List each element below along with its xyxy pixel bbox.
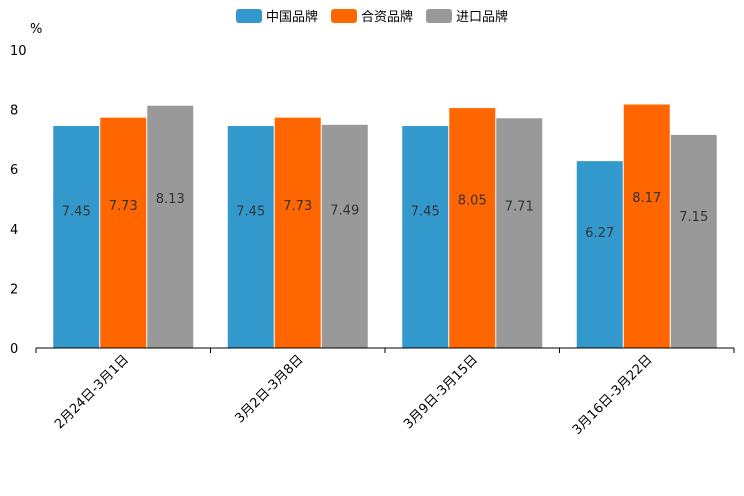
bar-1-3 — [402, 125, 449, 349]
bar-3-1 — [147, 105, 194, 348]
legend-swatch-1 — [236, 9, 262, 23]
data-label: 8.17 — [632, 191, 661, 206]
data-labels: 7.45 7.73 8.13 7.45 7.73 7.49 7.45 8.05 7.71 6.27… — [62, 191, 708, 241]
legend-label-2: 合资品牌 — [361, 9, 413, 25]
bar-1-4 — [576, 161, 623, 348]
y-axis-ticks: 0 2 4 6 8 10 — [10, 44, 27, 357]
legend-label-3: 进口品牌 — [456, 9, 508, 25]
data-label: 7.49 — [330, 204, 359, 219]
data-label: 7.71 — [505, 200, 534, 215]
legend-label-1: 中国品牌 — [266, 9, 318, 25]
bar-1-1 — [53, 125, 100, 349]
bars — [53, 104, 717, 349]
data-label: 7.15 — [679, 210, 708, 225]
data-label: 7.45 — [411, 204, 440, 219]
bar-3-3 — [496, 118, 543, 348]
bar-2-3 — [449, 108, 496, 348]
data-label: 7.45 — [62, 204, 91, 219]
bar-3-2 — [321, 124, 368, 348]
x-tick-label: 2月24日-3月1日 — [52, 352, 132, 432]
y-tick-label: 8 — [10, 104, 18, 119]
data-label: 8.13 — [156, 192, 185, 207]
x-tick-label: 3月16日-3月22日 — [570, 352, 656, 438]
y-tick-label: 2 — [10, 282, 18, 297]
y-unit-label: % — [30, 22, 42, 37]
x-tick-label: 3月2日-3月8日 — [232, 352, 306, 426]
bar-1-2 — [227, 125, 274, 349]
bar-2-2 — [274, 117, 321, 348]
bar-2-1 — [100, 117, 147, 348]
data-label: 7.73 — [283, 199, 312, 214]
data-label: 7.73 — [109, 199, 138, 214]
y-tick-label: 10 — [10, 44, 27, 59]
data-label: 8.05 — [458, 193, 487, 208]
x-axis-ticks: 2月24日-3月1日 3月2日-3月8日 3月9日-3月15日 3月16日-3月22日 — [35, 348, 735, 438]
legend-swatch-2 — [331, 9, 357, 23]
y-tick-label: 6 — [10, 163, 18, 178]
legend: 中国品牌 合资品牌 进口品牌 — [236, 9, 508, 25]
legend-swatch-3 — [426, 9, 452, 23]
x-tick-label: 3月9日-3月15日 — [401, 352, 481, 432]
data-label: 6.27 — [585, 226, 614, 241]
bar-2-4 — [623, 104, 670, 348]
y-tick-label: 0 — [10, 342, 18, 357]
bar-3-4 — [670, 134, 717, 348]
data-label: 7.45 — [236, 204, 265, 219]
y-tick-label: 4 — [10, 223, 18, 238]
